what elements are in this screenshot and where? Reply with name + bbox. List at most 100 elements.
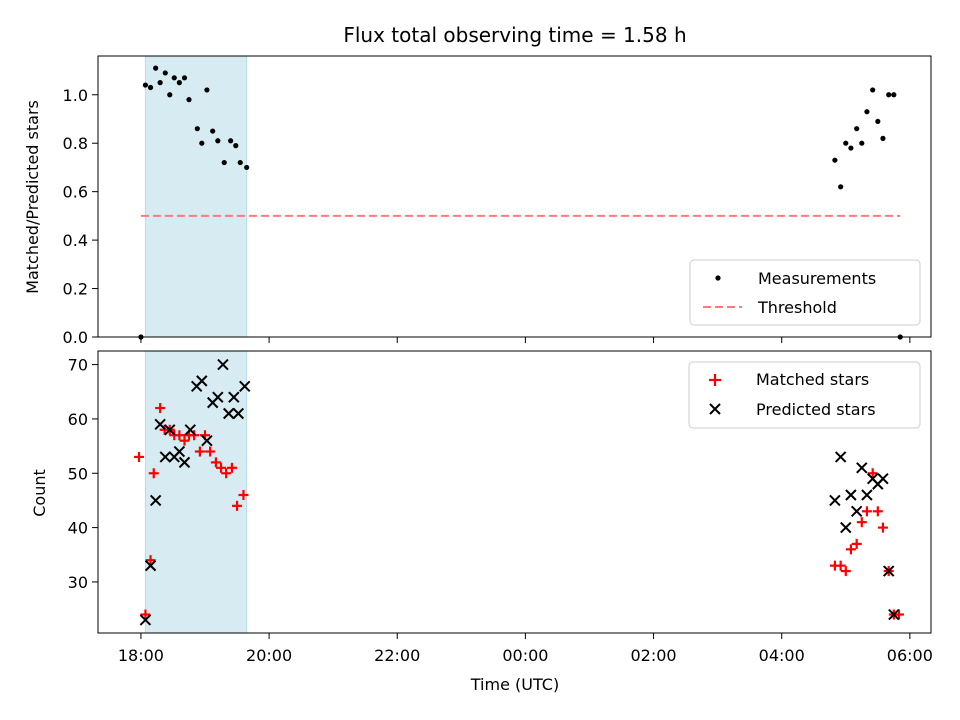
measurement-points bbox=[138, 65, 903, 340]
matched-star-point bbox=[194, 446, 205, 457]
measurement-point bbox=[181, 75, 188, 81]
matched-star-point bbox=[893, 609, 904, 620]
matched-star-point bbox=[205, 446, 216, 457]
predicted-star-point bbox=[139, 614, 152, 626]
ratio-panel: 0.0 0.2 0.4 0.6 0.8 1.0 Matched/Predicted sta… bbox=[23, 55, 932, 347]
matched-star-point bbox=[867, 468, 878, 479]
legend-measurements-marker bbox=[715, 275, 721, 281]
predicted-star-point bbox=[223, 407, 235, 420]
predicted-star-point bbox=[877, 472, 889, 485]
matched-star-point bbox=[216, 462, 227, 473]
measurement-point bbox=[848, 145, 854, 151]
count-y-tick-label: 30 bbox=[68, 573, 88, 592]
count-x-axis-ticks: 18:00 20:00 22:00 00:00 02:00 04:00 06:00 bbox=[118, 633, 933, 665]
measurement-point bbox=[233, 143, 239, 149]
measurement-point bbox=[228, 138, 234, 144]
measurement-point bbox=[142, 82, 149, 88]
predicted-star-point bbox=[154, 418, 166, 431]
predicted-star-point bbox=[834, 451, 847, 463]
measurement-point bbox=[244, 164, 250, 171]
ratio-y-tick-label: 0.4 bbox=[63, 231, 88, 250]
predicted-star-point bbox=[840, 521, 852, 534]
measurement-point bbox=[875, 118, 881, 125]
count-y-axis-label: Count bbox=[30, 469, 49, 517]
measurement-point bbox=[843, 140, 849, 146]
measurement-point bbox=[167, 92, 173, 98]
matched-star-point bbox=[221, 468, 232, 479]
measurement-point bbox=[221, 159, 227, 166]
measurement-point bbox=[176, 80, 182, 86]
count-x-tick-label: 04:00 bbox=[759, 646, 805, 665]
matched-star-point bbox=[226, 462, 237, 473]
predicted-star-point bbox=[856, 462, 868, 474]
legend-matched-marker bbox=[709, 374, 721, 386]
measurement-point bbox=[157, 80, 163, 86]
measurement-point bbox=[838, 184, 844, 190]
predicted-star-point bbox=[149, 494, 162, 507]
matched-star-point bbox=[174, 430, 185, 441]
matched-star-point bbox=[238, 489, 249, 500]
predicted-star-point bbox=[845, 489, 857, 501]
ratio-shaded-interval bbox=[144, 55, 248, 338]
count-y-tick-label: 70 bbox=[68, 356, 88, 375]
measurement-point bbox=[210, 128, 216, 134]
ratio-y-axis-ticks: 0.0 0.2 0.4 0.6 0.8 1.0 bbox=[63, 86, 98, 347]
measurement-point bbox=[204, 87, 210, 93]
legend-predicted-label: Predicted stars bbox=[756, 400, 876, 419]
matched-star-point bbox=[856, 517, 867, 528]
predicted-star-point bbox=[173, 445, 186, 458]
predicted-star-point bbox=[883, 565, 895, 577]
predicted-star-point bbox=[184, 424, 196, 436]
predicted-star-point bbox=[144, 559, 157, 572]
measurement-point bbox=[194, 126, 200, 132]
count-y-tick-label: 40 bbox=[68, 519, 88, 538]
matched-star-point bbox=[877, 522, 888, 533]
predicted-star-point bbox=[888, 608, 900, 621]
matched-star-point bbox=[851, 538, 862, 549]
count-shaded-interval bbox=[144, 350, 248, 634]
matched-star-point bbox=[148, 468, 159, 479]
predicted-star-point bbox=[850, 505, 863, 517]
matched-star-point bbox=[835, 560, 846, 571]
count-legend: Matched stars Predicted stars bbox=[688, 361, 921, 429]
measurement-point bbox=[162, 70, 168, 76]
ratio-y-tick-label: 0.6 bbox=[63, 183, 88, 202]
predicted-star-point bbox=[159, 451, 171, 463]
measurement-point bbox=[199, 140, 205, 146]
predicted-star-point bbox=[201, 434, 213, 447]
matched-star-point bbox=[155, 403, 166, 414]
ratio-y-tick-label: 0.0 bbox=[63, 328, 88, 347]
predicted-star-point bbox=[217, 358, 229, 371]
matched-star-point bbox=[872, 506, 883, 517]
measurement-point bbox=[171, 75, 177, 81]
matched-star-point bbox=[210, 457, 221, 468]
measurement-point bbox=[832, 157, 838, 163]
predicted-star-point bbox=[196, 375, 208, 387]
count-x-tick-label: 18:00 bbox=[118, 646, 164, 665]
matched-star-point bbox=[845, 544, 856, 555]
predicted-star-point bbox=[232, 407, 245, 420]
legend-measurements-label: Measurements bbox=[758, 269, 876, 288]
measurement-point bbox=[870, 87, 876, 93]
predicted-star-point bbox=[829, 494, 841, 507]
predicted-star-point bbox=[164, 424, 176, 436]
count-points bbox=[134, 358, 904, 626]
predicted-star-point bbox=[178, 456, 191, 469]
count-x-tick-label: 22:00 bbox=[374, 646, 420, 665]
measurement-point bbox=[215, 138, 221, 144]
predicted-star-point bbox=[239, 380, 251, 393]
matched-star-point bbox=[861, 506, 872, 517]
ratio-x-axis-ticks bbox=[140, 337, 911, 343]
legend-threshold-label: Threshold bbox=[757, 298, 837, 317]
ratio-y-axis-label: Matched/Predicted stars bbox=[23, 100, 42, 294]
ratio-y-tick-label: 0.8 bbox=[63, 134, 88, 153]
count-panel: 30 40 50 60 70 18:00 20:00 22:00 00:00 02:00 04:0… bbox=[30, 350, 933, 694]
predicted-star-point bbox=[212, 391, 224, 403]
measurement-point bbox=[864, 109, 870, 115]
ratio-plot-frame bbox=[97, 55, 932, 338]
measurement-point bbox=[880, 135, 886, 141]
measurement-point bbox=[153, 65, 159, 71]
measurement-point bbox=[891, 92, 897, 98]
measurement-point bbox=[886, 92, 892, 98]
